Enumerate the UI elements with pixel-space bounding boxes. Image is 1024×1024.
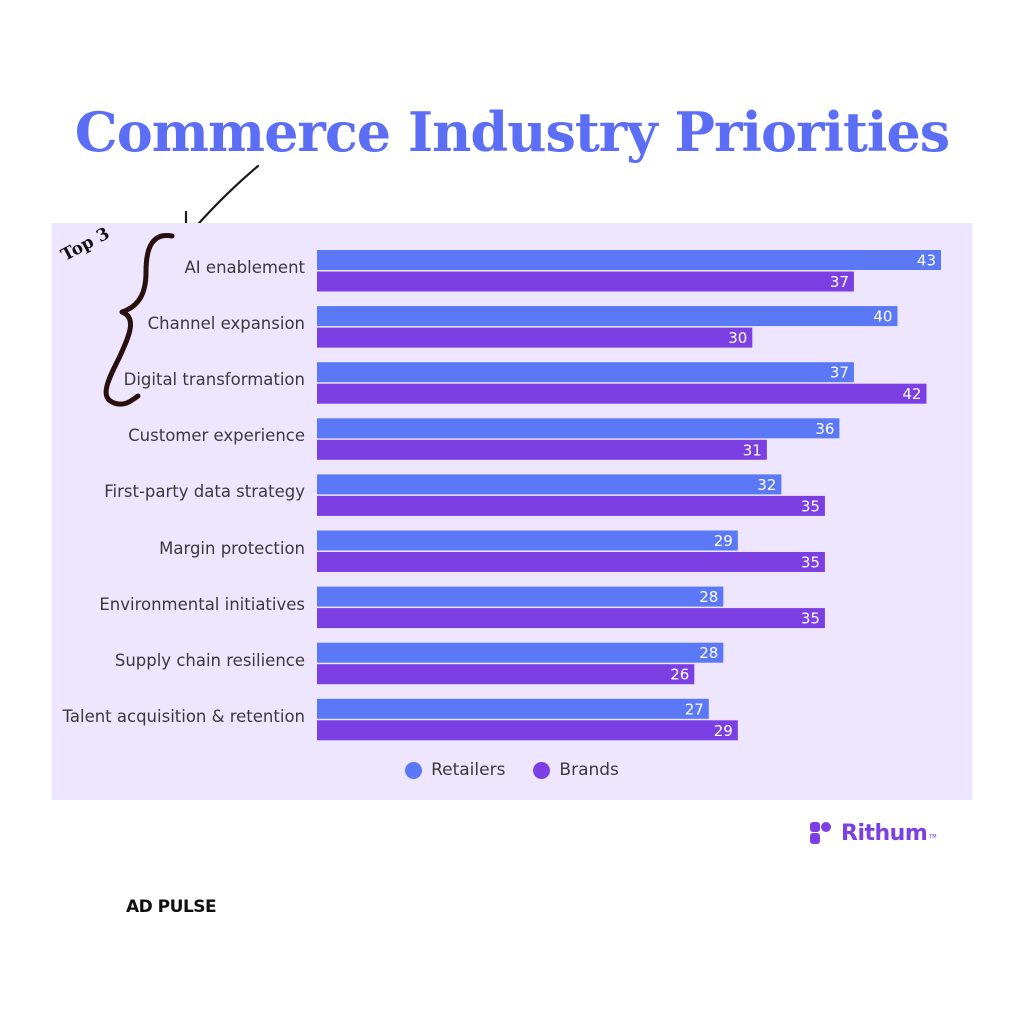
bar-retailers — [317, 474, 782, 495]
category-label: Environmental initiatives — [99, 594, 305, 614]
data-label: 37 — [830, 273, 849, 291]
rithum-trademark: TM — [929, 834, 937, 840]
data-label: 26 — [670, 666, 689, 684]
bar-chart: 43 37 40 30 37 42 36 31 32 35 29 35 28 35 28 26 27 29 — [317, 250, 941, 741]
data-label: 35 — [801, 497, 820, 515]
bar-retailers — [317, 586, 724, 607]
data-label: 30 — [728, 329, 747, 347]
data-label: 35 — [801, 610, 820, 628]
bar-brands — [317, 495, 825, 516]
data-label: 42 — [902, 385, 921, 403]
data-label: 32 — [757, 476, 776, 494]
bar-retailers — [317, 530, 738, 551]
rithum-logo-text: Rithum — [841, 820, 928, 846]
bar-brands — [317, 720, 738, 741]
data-label: 29 — [714, 532, 733, 550]
data-label: 36 — [815, 420, 834, 438]
data-label: 37 — [830, 364, 849, 382]
category-label: Talent acquisition & retention — [62, 706, 305, 726]
bar-retailers — [317, 418, 840, 439]
legend-label-brands: Brands — [559, 760, 619, 780]
data-label: 29 — [714, 722, 733, 740]
bar-retailers — [317, 306, 898, 327]
bar-brands — [317, 608, 825, 629]
legend-item-retailers: Retailers — [405, 760, 505, 780]
data-label: 28 — [699, 644, 718, 662]
bar-brands — [317, 664, 695, 685]
rithum-logo: Rithum TM — [808, 820, 937, 846]
data-label: 28 — [699, 588, 718, 606]
bar-retailers — [317, 642, 724, 663]
bar-brands — [317, 383, 927, 404]
category-label: Margin protection — [159, 538, 305, 558]
bar-brands — [317, 271, 854, 292]
category-label: AI enablement — [184, 258, 305, 277]
bar-brands — [317, 552, 825, 572]
category-label: Customer experience — [128, 426, 305, 446]
chart-title: Commerce Industry Priorities — [74, 100, 950, 164]
data-label: 43 — [917, 252, 936, 270]
bar-brands — [317, 439, 767, 460]
data-label: 40 — [873, 308, 892, 326]
data-label: 35 — [801, 554, 820, 572]
category-label: Channel expansion — [147, 314, 305, 334]
bar-brands — [317, 327, 753, 348]
bar-retailers — [317, 250, 941, 270]
legend-marker-brands — [533, 761, 551, 779]
data-label: 27 — [685, 700, 704, 718]
data-label: 31 — [743, 441, 762, 459]
chart-legend: Retailers Brands — [0, 760, 1024, 780]
ad-pulse-logo: AD PULSE — [126, 897, 217, 917]
chart-panel: 43 37 40 30 37 42 36 31 32 35 29 35 28 35 28 26 27 29 AI … — [52, 223, 972, 800]
legend-marker-retailers — [405, 761, 423, 779]
bar-retailers — [317, 698, 709, 719]
bar-retailers — [317, 362, 854, 383]
legend-item-brands: Brands — [533, 760, 619, 780]
category-label: Supply chain resilience — [114, 650, 305, 670]
legend-label-retailers: Retailers — [431, 760, 506, 780]
rithum-logo-icon — [810, 822, 831, 844]
category-label: First-party data strategy — [104, 482, 305, 502]
category-label: Digital transformation — [123, 370, 305, 390]
